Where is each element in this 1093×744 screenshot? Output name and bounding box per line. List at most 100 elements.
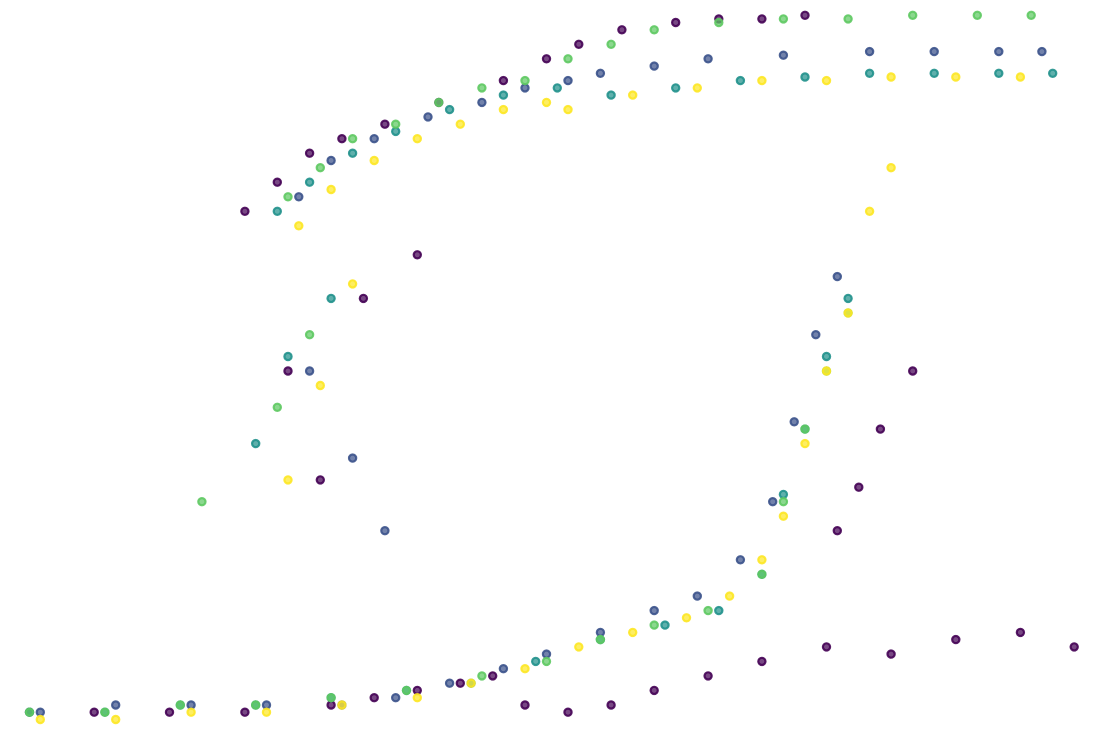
data-point <box>89 707 99 717</box>
data-point <box>778 497 789 507</box>
data-point <box>832 271 843 282</box>
data-point <box>692 83 703 93</box>
data-point <box>24 707 35 717</box>
data-point <box>466 678 476 688</box>
data-point <box>724 591 735 601</box>
data-point <box>531 656 541 667</box>
data-point <box>703 54 713 64</box>
data-point <box>304 330 315 340</box>
data-point <box>498 104 509 115</box>
data-point <box>358 293 369 304</box>
data-point <box>649 605 659 616</box>
data-point <box>617 25 627 35</box>
data-point <box>304 366 315 376</box>
data-point <box>908 10 918 21</box>
data-point <box>671 83 681 93</box>
data-point <box>326 155 336 166</box>
data-point <box>929 68 939 79</box>
data-point <box>660 620 670 630</box>
data-point <box>574 39 584 50</box>
data-point <box>520 83 530 93</box>
data-point <box>164 707 175 717</box>
data-point <box>240 707 250 717</box>
data-point <box>692 591 703 601</box>
data-point <box>778 511 789 521</box>
data-point <box>35 707 46 717</box>
data-point <box>563 54 573 64</box>
data-point <box>337 700 347 710</box>
data-point <box>800 72 810 82</box>
data-point <box>541 54 552 64</box>
data-point <box>412 693 422 703</box>
data-point <box>552 83 563 93</box>
data-point <box>444 678 455 688</box>
data-point <box>574 642 584 652</box>
data-point <box>563 707 573 717</box>
data-point <box>261 707 272 717</box>
data-point <box>735 555 746 565</box>
data-point <box>412 685 422 696</box>
data-point <box>994 68 1004 79</box>
data-point <box>778 489 789 500</box>
data-point <box>628 627 638 638</box>
data-point <box>250 438 261 449</box>
data-point <box>789 417 799 427</box>
data-point <box>401 685 412 696</box>
data-point <box>315 475 325 485</box>
plot-area <box>24 10 1079 725</box>
data-point <box>380 119 390 129</box>
data-point <box>1015 72 1026 82</box>
data-point <box>628 90 638 100</box>
data-point <box>864 68 875 79</box>
data-point <box>563 75 573 86</box>
series-3 <box>24 68 1058 717</box>
data-point <box>800 10 810 21</box>
data-point <box>391 693 401 703</box>
data-point <box>821 366 832 376</box>
data-point <box>757 75 767 86</box>
data-point <box>821 642 832 652</box>
data-point <box>811 330 821 340</box>
data-point <box>347 148 358 158</box>
data-point <box>423 112 433 122</box>
data-point <box>768 497 778 507</box>
data-point <box>391 119 401 129</box>
data-point <box>304 148 315 158</box>
data-point <box>778 14 789 24</box>
data-point <box>455 119 465 129</box>
data-point <box>757 656 767 667</box>
data-point <box>272 402 282 412</box>
data-point <box>832 526 843 536</box>
data-point <box>714 17 724 28</box>
data-point <box>703 671 713 681</box>
data-point <box>843 14 853 24</box>
data-point <box>283 475 293 485</box>
data-point <box>369 155 379 166</box>
data-point <box>369 133 379 144</box>
series-2 <box>35 46 1047 717</box>
data-point <box>304 177 315 187</box>
data-point <box>315 162 325 173</box>
data-point <box>908 366 918 376</box>
data-point <box>541 649 552 659</box>
data-point <box>843 293 853 304</box>
data-point <box>477 97 487 108</box>
data-point <box>294 192 304 202</box>
data-point <box>800 424 810 434</box>
data-point <box>412 133 422 144</box>
data-point <box>843 308 853 318</box>
data-point <box>283 366 293 376</box>
data-point <box>595 634 606 645</box>
data-point <box>369 693 379 703</box>
data-point <box>649 61 659 71</box>
data-point <box>821 351 832 362</box>
data-point <box>541 656 552 667</box>
data-point <box>606 90 616 100</box>
data-point <box>498 75 509 86</box>
data-point <box>735 75 746 86</box>
data-point <box>488 671 498 681</box>
data-point <box>380 526 390 536</box>
data-point <box>455 678 465 688</box>
data-point <box>35 714 46 725</box>
